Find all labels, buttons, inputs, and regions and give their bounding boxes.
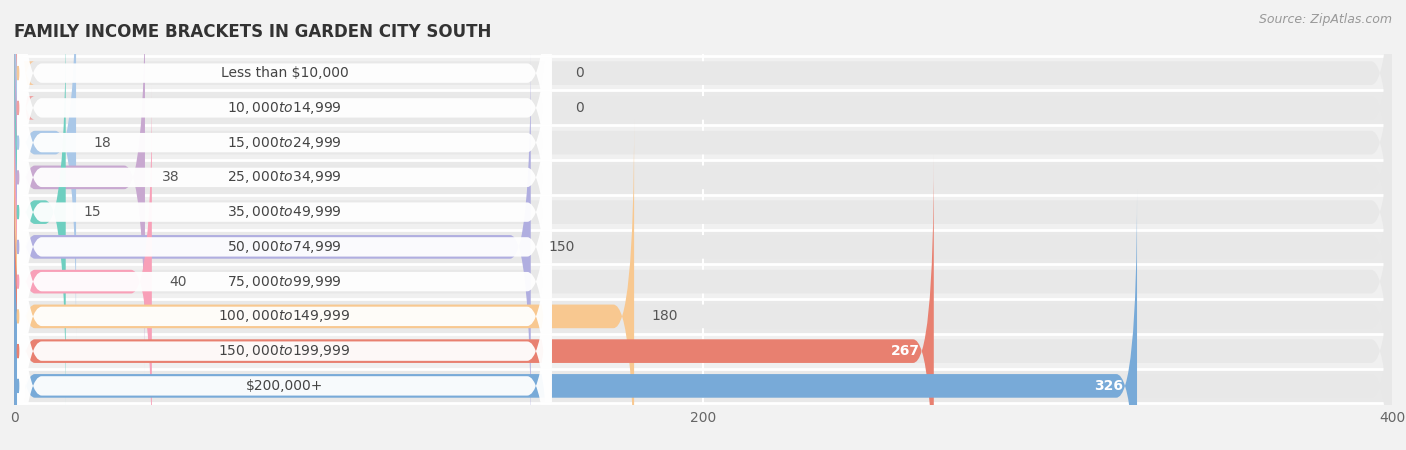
Bar	[14, 369, 1392, 403]
Text: 180: 180	[651, 310, 678, 324]
Text: $15,000 to $24,999: $15,000 to $24,999	[228, 135, 342, 151]
FancyBboxPatch shape	[17, 0, 551, 446]
FancyBboxPatch shape	[14, 120, 1392, 450]
FancyBboxPatch shape	[14, 189, 1137, 450]
FancyBboxPatch shape	[17, 48, 551, 450]
Text: 38: 38	[162, 171, 180, 184]
Bar	[14, 230, 1392, 264]
Text: Source: ZipAtlas.com: Source: ZipAtlas.com	[1258, 14, 1392, 27]
FancyBboxPatch shape	[14, 85, 1392, 450]
FancyBboxPatch shape	[14, 50, 531, 444]
FancyBboxPatch shape	[14, 0, 1392, 339]
FancyBboxPatch shape	[14, 154, 1392, 450]
Bar	[14, 334, 1392, 369]
Text: FAMILY INCOME BRACKETS IN GARDEN CITY SOUTH: FAMILY INCOME BRACKETS IN GARDEN CITY SO…	[14, 23, 492, 41]
FancyBboxPatch shape	[14, 0, 1392, 374]
FancyBboxPatch shape	[14, 0, 76, 339]
FancyBboxPatch shape	[14, 120, 634, 450]
FancyBboxPatch shape	[14, 0, 145, 374]
FancyBboxPatch shape	[17, 152, 551, 450]
Text: 0: 0	[575, 66, 585, 80]
FancyBboxPatch shape	[17, 0, 551, 342]
Text: $50,000 to $74,999: $50,000 to $74,999	[228, 239, 342, 255]
Text: $10,000 to $14,999: $10,000 to $14,999	[228, 100, 342, 116]
Text: 15: 15	[83, 205, 101, 219]
Text: $35,000 to $49,999: $35,000 to $49,999	[228, 204, 342, 220]
FancyBboxPatch shape	[14, 15, 1392, 409]
FancyBboxPatch shape	[14, 189, 1392, 450]
FancyBboxPatch shape	[17, 14, 551, 450]
Bar	[14, 125, 1392, 160]
Bar	[14, 299, 1392, 334]
Text: 326: 326	[1094, 379, 1123, 393]
Text: 267: 267	[891, 344, 920, 358]
FancyBboxPatch shape	[14, 50, 1392, 444]
FancyBboxPatch shape	[14, 85, 152, 450]
Text: $200,000+: $200,000+	[246, 379, 323, 393]
Text: 18: 18	[93, 135, 111, 149]
FancyBboxPatch shape	[14, 15, 66, 409]
FancyBboxPatch shape	[17, 83, 551, 450]
Bar	[14, 195, 1392, 230]
FancyBboxPatch shape	[0, 0, 35, 270]
Text: 150: 150	[548, 240, 575, 254]
Bar	[14, 264, 1392, 299]
Bar	[14, 90, 1392, 125]
Text: Less than $10,000: Less than $10,000	[221, 66, 349, 80]
Text: $75,000 to $99,999: $75,000 to $99,999	[228, 274, 342, 290]
Text: $25,000 to $34,999: $25,000 to $34,999	[228, 169, 342, 185]
FancyBboxPatch shape	[0, 0, 35, 305]
Text: 40: 40	[169, 274, 187, 288]
Text: 0: 0	[575, 101, 585, 115]
FancyBboxPatch shape	[17, 0, 551, 411]
FancyBboxPatch shape	[14, 154, 934, 450]
Bar	[14, 56, 1392, 90]
FancyBboxPatch shape	[17, 117, 551, 450]
FancyBboxPatch shape	[14, 0, 1392, 305]
Text: $150,000 to $199,999: $150,000 to $199,999	[218, 343, 350, 359]
FancyBboxPatch shape	[17, 0, 551, 307]
Bar	[14, 160, 1392, 195]
FancyBboxPatch shape	[17, 0, 551, 376]
Text: $100,000 to $149,999: $100,000 to $149,999	[218, 308, 350, 324]
FancyBboxPatch shape	[14, 0, 1392, 270]
